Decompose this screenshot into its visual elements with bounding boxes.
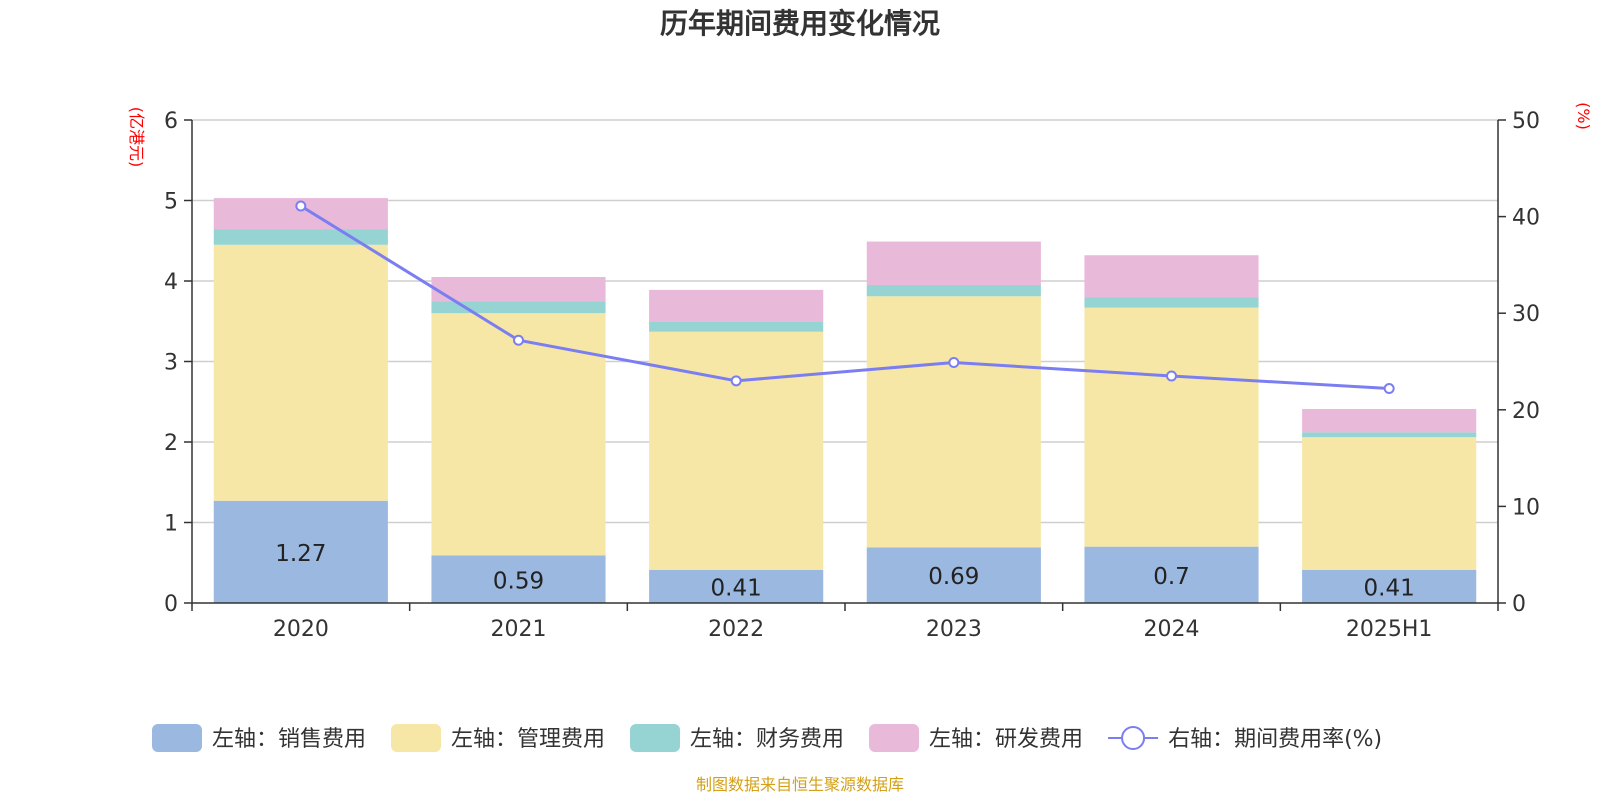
right-axis-unit: (%)	[1574, 102, 1593, 130]
rate-point[interactable]	[730, 375, 742, 387]
x-tick-label: 2021	[491, 617, 547, 642]
bar-value-label: 0.69	[928, 564, 979, 590]
bar-segment-1[interactable]	[866, 547, 1041, 603]
x-tick-label: 2024	[1144, 617, 1200, 642]
x-tick-label: 2025H1	[1346, 617, 1433, 642]
right-tick-label: 0	[1512, 592, 1526, 617]
legend-label: 左轴：研发费用	[929, 727, 1083, 752]
rate-line-path	[300, 204, 1390, 391]
bar-segment-2[interactable]	[649, 331, 824, 570]
bar-segment-2[interactable]	[213, 244, 388, 501]
rate-point[interactable]	[948, 356, 960, 368]
left-tick-label: 3	[164, 351, 178, 376]
rate-point[interactable]	[295, 200, 307, 212]
bar-segment-2[interactable]	[1084, 307, 1259, 547]
legend-item-4[interactable]: 左轴：研发费用	[869, 724, 1083, 752]
bar-segment-3[interactable]	[431, 301, 606, 314]
right-tick-label: 50	[1512, 109, 1540, 134]
bar-segment-4[interactable]	[866, 241, 1041, 286]
rate-point[interactable]	[513, 334, 524, 346]
bar-value-label: 0.41	[1364, 575, 1415, 601]
legend-swatch	[630, 724, 681, 752]
bar-segment-4[interactable]	[1302, 408, 1477, 433]
right-tick-label: 40	[1512, 206, 1540, 231]
legend-item-2[interactable]: 左轴：管理费用	[391, 724, 605, 752]
rate-point[interactable]	[1166, 370, 1177, 382]
x-tick-label: 2022	[708, 617, 764, 642]
rate-line	[295, 200, 1395, 395]
data-source: 制图数据来自恒生聚源数据库	[696, 775, 904, 794]
bar-segment-4[interactable]	[431, 276, 606, 302]
legend-marker	[1121, 726, 1146, 750]
data-labels: 1.27 0.59 0.41 0.69 0.7 0.41	[275, 541, 1415, 602]
bar-segment-4[interactable]	[649, 289, 824, 322]
bar-segment-1[interactable]	[649, 569, 824, 603]
bar-segment-2[interactable]	[1302, 437, 1477, 570]
right-tick-label: 30	[1512, 302, 1540, 327]
left-tick-label: 6	[164, 109, 178, 134]
bars	[213, 198, 1477, 603]
left-tick-label: 0	[164, 592, 178, 617]
legend-item-5[interactable]: 右轴：期间费用率(%)	[1108, 726, 1382, 752]
x-tick-label: 2020	[273, 617, 329, 642]
right-tick-label: 10	[1512, 495, 1540, 520]
chart-title: 历年期间费用变化情况	[660, 7, 940, 40]
bar-segment-1[interactable]	[1302, 569, 1477, 603]
legend[interactable]: 左轴：销售费用 左轴：管理费用 左轴：财务费用 左轴：研发费用 右轴：期间费用率(%)	[152, 724, 1382, 752]
bar-value-label: 0.41	[711, 575, 762, 601]
legend-swatch	[152, 724, 202, 752]
legend-label: 右轴：期间费用率(%)	[1168, 727, 1382, 752]
legend-label: 左轴：管理费用	[451, 727, 605, 752]
legend-swatch	[869, 724, 920, 752]
bar-segment-2[interactable]	[431, 313, 606, 556]
bar-segment-4[interactable]	[1084, 255, 1259, 298]
left-tick-label: 5	[164, 190, 178, 215]
left-tick-label: 1	[164, 512, 178, 537]
bar-segment-3[interactable]	[649, 321, 824, 332]
x-tick-label: 2023	[926, 617, 982, 642]
bar-segment-1[interactable]	[1084, 546, 1259, 603]
bar-segment-3[interactable]	[866, 285, 1041, 297]
legend-item-1[interactable]: 左轴：销售费用	[152, 724, 366, 752]
axes: 0 1 2 3 4 5 6 0 10 20 30 40 50 2020 2021 2022 2023 2024 20…	[164, 109, 1540, 642]
legend-label: 左轴：销售费用	[212, 727, 366, 752]
bar-segment-3[interactable]	[1084, 297, 1259, 308]
left-tick-label: 2	[164, 431, 178, 456]
bar-segment-2[interactable]	[866, 296, 1041, 548]
left-tick-label: 4	[164, 270, 178, 295]
left-axis-unit: (亿港元)	[127, 107, 146, 168]
bar-segment-3[interactable]	[1302, 432, 1477, 438]
bar-segment-1[interactable]	[213, 500, 388, 603]
bar-value-label: 0.59	[493, 568, 544, 594]
legend-swatch	[391, 724, 442, 752]
grid-lines	[192, 119, 1498, 524]
legend-item-3[interactable]: 左轴：财务费用	[630, 724, 844, 752]
bar-value-label: 0.7	[1153, 564, 1190, 590]
bar-value-label: 1.27	[275, 541, 326, 567]
rate-point[interactable]	[1383, 383, 1395, 395]
right-tick-label: 20	[1512, 399, 1540, 424]
bar-segment-1[interactable]	[431, 555, 606, 603]
legend-label: 左轴：财务费用	[690, 727, 844, 752]
